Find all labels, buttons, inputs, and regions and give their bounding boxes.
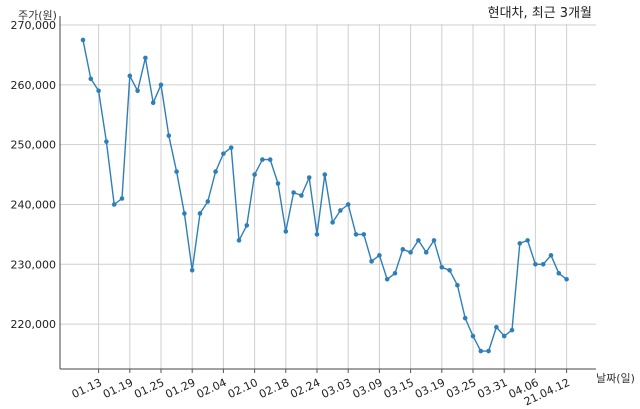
- price-point: [478, 348, 484, 354]
- price-point: [330, 220, 335, 225]
- price-point: [416, 238, 421, 243]
- chart-title: 현대차, 최근 3개월: [488, 6, 592, 21]
- x-tick-label: 01.25: [132, 376, 166, 401]
- price-point: [260, 157, 265, 162]
- price-point: [322, 172, 328, 177]
- x-tick-label: 02.10: [226, 376, 260, 401]
- y-tick-label: 230,000: [11, 258, 57, 271]
- x-tick-label: 02.18: [257, 376, 291, 401]
- price-point: [439, 264, 445, 270]
- y-tick-label: 270,000: [11, 19, 57, 32]
- y-axis-label: 주가(원): [18, 9, 57, 22]
- price-point: [150, 100, 156, 106]
- price-point: [228, 145, 234, 150]
- price-point: [408, 250, 413, 255]
- price-point: [384, 276, 390, 282]
- price-point: [314, 232, 320, 237]
- price-point: [338, 208, 343, 213]
- price-point: [205, 199, 211, 204]
- price-series: [80, 37, 569, 354]
- price-point: [400, 247, 406, 252]
- price-point: [221, 151, 226, 156]
- price-point: [470, 333, 476, 339]
- grid-lines: [60, 24, 596, 369]
- price-point: [501, 333, 507, 339]
- x-axis-label: 날짜(일): [596, 371, 635, 385]
- price-point: [166, 133, 172, 138]
- price-point: [80, 37, 86, 43]
- price-point: [533, 262, 538, 267]
- price-point: [509, 327, 515, 333]
- price-point: [252, 172, 257, 177]
- x-tick-label: 01.29: [163, 376, 197, 401]
- price-point: [189, 267, 195, 273]
- y-tick-label: 250,000: [11, 139, 57, 152]
- x-tick-label: 03.03: [319, 376, 353, 401]
- x-tick-label: 03.31: [475, 376, 509, 401]
- plot-frame: [59, 16, 596, 370]
- price-point: [517, 241, 523, 246]
- price-point: [447, 267, 452, 273]
- price-point: [306, 175, 312, 180]
- price-point: [369, 259, 374, 264]
- price-point: [564, 276, 569, 282]
- price-point: [96, 88, 101, 94]
- price-point: [143, 55, 148, 61]
- y-axis-ticks: 220,000 230,000 240,000 250,000 260,000 270,0…: [11, 19, 57, 331]
- x-tick-label: 02.24: [288, 376, 322, 401]
- price-point: [392, 270, 398, 276]
- x-tick-label: 03.15: [382, 376, 416, 401]
- price-point: [127, 73, 133, 79]
- price-point: [267, 157, 273, 162]
- price-point: [525, 238, 530, 243]
- price-point: [361, 232, 367, 237]
- price-point: [299, 193, 304, 198]
- price-point: [197, 211, 203, 216]
- price-point: [158, 82, 164, 88]
- price-point: [462, 315, 468, 321]
- price-point: [423, 250, 429, 255]
- price-point: [244, 223, 250, 228]
- price-point: [275, 181, 281, 186]
- price-point: [377, 253, 382, 258]
- price-point: [104, 139, 109, 144]
- y-tick-label: 220,000: [11, 318, 57, 331]
- x-tick-label: 03.09: [351, 376, 385, 401]
- price-point: [353, 232, 359, 237]
- price-point: [556, 270, 562, 276]
- price-point: [494, 324, 499, 330]
- price-point: [236, 238, 242, 243]
- price-point: [111, 202, 117, 207]
- price-point: [431, 238, 437, 243]
- price-point: [548, 253, 554, 258]
- y-tick-label: 260,000: [11, 79, 57, 92]
- x-tick-label: 03.25: [444, 376, 478, 401]
- x-axis-ticks: 01.1301.1901.2501.2902.0402.1002.1802.24…: [70, 369, 572, 408]
- x-tick-label: 01.19: [101, 376, 135, 401]
- price-point: [88, 76, 94, 82]
- price-point: [486, 348, 491, 354]
- price-point: [455, 282, 460, 288]
- x-tick-label: 01.13: [70, 376, 104, 401]
- x-tick-label: 03.19: [413, 376, 447, 401]
- price-point: [540, 262, 546, 267]
- price-line: [82, 39, 568, 352]
- price-point: [182, 211, 187, 216]
- price-point: [345, 202, 351, 207]
- price-point: [283, 229, 289, 234]
- price-point: [291, 190, 296, 195]
- y-tick-label: 240,000: [11, 198, 57, 211]
- price-point: [135, 88, 140, 94]
- price-point: [213, 169, 218, 174]
- price-point: [119, 196, 125, 201]
- price-point: [174, 169, 179, 174]
- x-tick-label: 02.04: [195, 376, 229, 401]
